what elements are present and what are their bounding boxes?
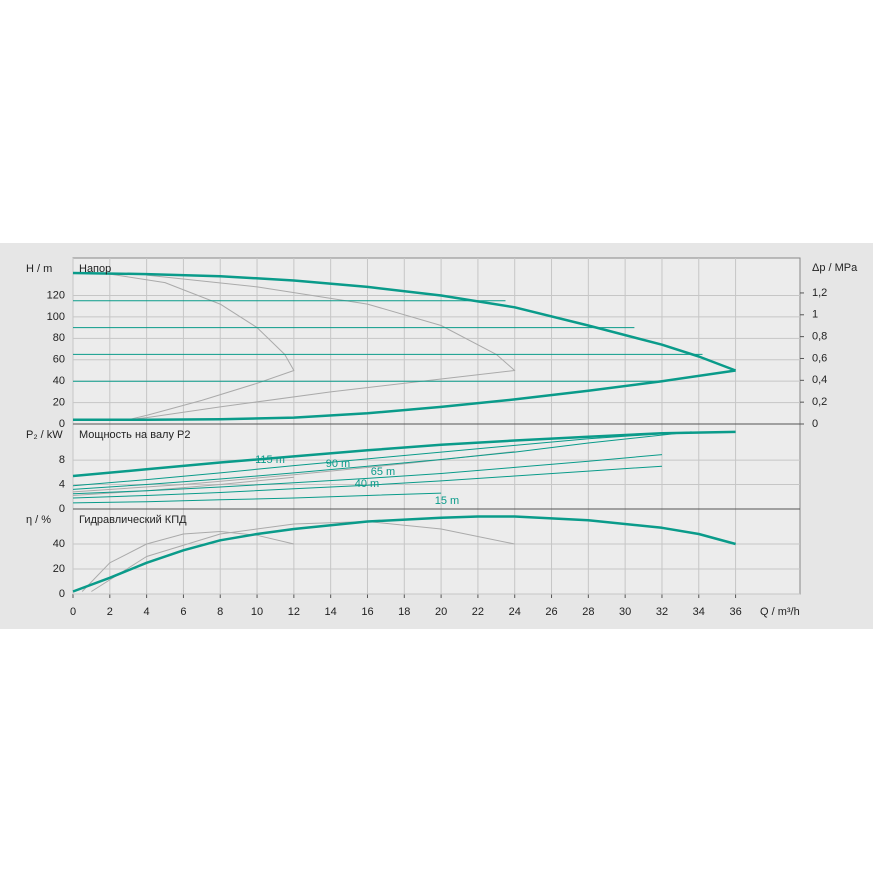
curve [72, 431, 692, 487]
y2-tick-label: 0,8 [812, 331, 827, 343]
y-tick-label: 0 [59, 418, 65, 430]
x-tick-label: 28 [582, 606, 594, 618]
y2-tick-label: 1 [812, 309, 818, 321]
curve [72, 430, 736, 478]
y-tick-label: 4 [59, 478, 65, 490]
x-axis-title: Q / m³/h [760, 606, 800, 618]
y-axis-title: H / m [26, 263, 52, 275]
x-tick-label: 20 [435, 606, 447, 618]
curve [81, 531, 295, 592]
curve [73, 369, 736, 421]
x-tick-label: 24 [509, 606, 521, 618]
lines [72, 271, 737, 593]
curve [72, 476, 294, 496]
y-tick-label: 0 [59, 503, 65, 515]
panel-title: Напор [79, 263, 111, 275]
x-tick-label: 6 [180, 606, 186, 618]
curve [72, 431, 692, 490]
y-tick-label: 60 [53, 354, 65, 366]
curve [72, 271, 737, 372]
x-tick-label: 10 [251, 606, 263, 618]
x-tick-label: 30 [619, 606, 631, 618]
curve-label: 65 m [371, 466, 395, 478]
y2-tick-label: 0,4 [812, 374, 827, 386]
x-tick-label: 16 [361, 606, 373, 618]
y2-axis-title: Δp / MPa [812, 262, 858, 274]
y-tick-label: 40 [53, 375, 65, 387]
x-tick-label: 0 [70, 606, 76, 618]
x-tick-label: 34 [693, 606, 705, 618]
x-tick-label: 18 [398, 606, 410, 618]
y-tick-label: 20 [53, 396, 65, 408]
curve-label: 15 m [435, 495, 459, 507]
x-tick-label: 32 [656, 606, 668, 618]
panel-title: Мощность на валу P2 [79, 429, 191, 441]
y-axis-title: P₂ / kW [26, 429, 63, 441]
curve [72, 492, 442, 504]
y-tick-label: 0 [59, 588, 65, 600]
curve [128, 274, 516, 421]
curve [72, 515, 736, 593]
curve [72, 454, 663, 495]
x-tick-label: 26 [545, 606, 557, 618]
y-tick-label: 8 [59, 454, 65, 466]
curve-label: 40 m [355, 478, 379, 490]
x-tick-label: 8 [217, 606, 223, 618]
y2-tick-label: 0 [812, 418, 818, 430]
curve-label: 115 m [255, 454, 285, 466]
y-axis-title: η / % [26, 514, 51, 526]
plot-frame [72, 257, 801, 595]
y2-tick-label: 0,2 [812, 396, 827, 408]
curve [91, 521, 515, 592]
y-tick-label: 40 [53, 538, 65, 550]
x-tick-label: 36 [729, 606, 741, 618]
y2-tick-label: 1,2 [812, 287, 827, 299]
y-tick-label: 20 [53, 563, 65, 575]
x-tick-label: 14 [325, 606, 337, 618]
x-tick-label: 22 [472, 606, 484, 618]
y2-tick-label: 0,6 [812, 352, 827, 364]
curve [109, 273, 295, 421]
y-tick-label: 120 [47, 289, 65, 301]
x-tick-label: 4 [144, 606, 150, 618]
panel-title: Гидравлический КПД [79, 514, 187, 526]
curve [72, 465, 663, 499]
y-tick-label: 80 [53, 332, 65, 344]
labels: 0 2 4 6 8 10 12 14 16 18 20 22 24 26 28 30 32 34 36 Q / m³/… [26, 262, 858, 618]
y-tick-label: 100 [47, 311, 65, 323]
x-tick-label: 2 [107, 606, 113, 618]
curve-label: 90 m [326, 458, 350, 470]
x-tick-label: 12 [288, 606, 300, 618]
